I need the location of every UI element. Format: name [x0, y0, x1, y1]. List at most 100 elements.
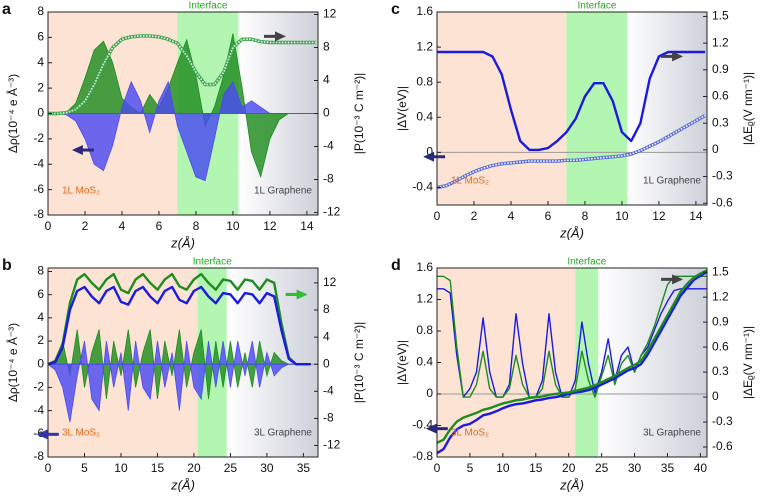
x-tick-label: 30: [260, 461, 274, 475]
x-tick-label: 10: [114, 461, 128, 475]
area: [48, 340, 311, 423]
y2-tick-label: -0.6: [712, 195, 733, 209]
arrow-head: [423, 151, 435, 162]
x-axis-label: z(Å): [559, 477, 584, 492]
y2-tick-label: 0: [323, 106, 330, 120]
region: [437, 12, 567, 205]
y-axis-label: |ΔV(eV)|: [395, 86, 409, 131]
region-label: Interface: [578, 1, 617, 12]
y2-tick-label: 8: [323, 40, 330, 54]
plot: [437, 12, 707, 205]
y2-axis-label: |ΔEᵨ(V nm⁻¹)|: [741, 72, 755, 145]
y2-tick-label: 0.6: [712, 89, 729, 103]
plot: [48, 268, 318, 457]
line: [437, 269, 707, 444]
x-tick-label: 14: [300, 219, 314, 233]
x-tick-label: 25: [224, 461, 238, 475]
x-tick-label: 14: [689, 209, 703, 223]
y2-tick-label: 0: [323, 356, 330, 370]
region-label: 1L Graphene: [254, 186, 312, 197]
y2-tick-label: 1.5: [712, 9, 729, 23]
arrow-head: [275, 31, 286, 42]
y-tick-label: 0.4: [416, 355, 433, 369]
y2-tick-label: -8: [323, 411, 334, 425]
y-tick-label: 4: [37, 310, 44, 324]
y2-tick-label: 4: [323, 73, 330, 87]
y2-tick-label: 0.9: [712, 314, 729, 328]
y2-tick-label: 0: [712, 142, 719, 156]
y2-tick-label: -0.3: [712, 169, 733, 183]
x-tick-label: 2: [471, 209, 478, 223]
region-label: 1L MoS₂: [451, 176, 489, 187]
arrow-head: [672, 274, 684, 285]
y2-tick-label: 8: [323, 302, 330, 316]
x-tick-label: 40: [694, 461, 708, 475]
y-tick-label: -2: [33, 380, 44, 394]
region-label: 3L Graphene: [643, 428, 701, 439]
line-dots: [437, 114, 706, 189]
y2-axis-label: |P(10⁻³ C m⁻²)|: [352, 322, 366, 404]
x-tick-label: 10: [615, 209, 629, 223]
x-tick-label: 2: [82, 219, 89, 233]
y2-tick-label: 0.6: [712, 339, 729, 353]
y2-tick-label: -8: [323, 172, 334, 186]
region: [598, 268, 707, 457]
y-axis-label: Δρ(10⁻⁴ e Å⁻³): [5, 74, 20, 153]
y-tick-label: -6: [33, 426, 44, 440]
region-label: 3L MoS₂: [62, 428, 100, 439]
y-axis-label: |ΔV(eV)|: [395, 340, 409, 385]
x-tick-label: 0: [434, 461, 441, 475]
arrow-head: [672, 51, 684, 62]
region-label: Interface: [193, 257, 232, 268]
line: [437, 288, 707, 398]
y-tick-label: 0.8: [416, 74, 433, 88]
panel-label: d: [391, 257, 401, 274]
y2-tick-label: 0: [712, 389, 719, 403]
region-label: 3L MoS₂: [451, 428, 489, 439]
plot: [48, 12, 318, 215]
x-tick-label: 12: [263, 219, 277, 233]
area: [48, 329, 311, 400]
x-tick-label: 8: [582, 209, 589, 223]
y2-tick-label: 4: [323, 329, 330, 343]
y-tick-label: -6: [33, 182, 44, 196]
y2-axis-label: |ΔEᵨ(V nm⁻¹)|: [741, 326, 755, 399]
y2-tick-label: 12: [323, 7, 337, 21]
x-tick-label: 0: [434, 209, 441, 223]
y2-tick-label: 0.3: [712, 115, 729, 129]
y2-tick-label: -4: [323, 383, 334, 397]
line: [48, 272, 311, 366]
y-tick-label: 8: [37, 264, 44, 278]
x-tick-label: 8: [193, 219, 200, 233]
x-tick-label: 10: [496, 461, 510, 475]
line: [48, 285, 311, 366]
x-tick-label: 10: [226, 219, 240, 233]
y-tick-label: 0: [426, 386, 433, 400]
x-tick-label: 25: [595, 461, 609, 475]
panel-label: a: [2, 1, 11, 18]
y2-tick-label: -0.6: [712, 439, 733, 453]
line: [437, 50, 706, 152]
x-tick-label: 30: [628, 461, 642, 475]
y-tick-label: -4: [33, 156, 44, 170]
y-tick-label: 4: [37, 55, 44, 69]
frame: [47, 267, 319, 458]
y2-tick-label: 1.2: [712, 35, 729, 49]
x-tick-label: 4: [508, 209, 515, 223]
y-tick-label: 0: [37, 106, 44, 120]
y-tick-label: 6: [37, 30, 44, 44]
y2-tick-label: 12: [323, 275, 337, 289]
arrow-head: [296, 289, 308, 300]
y-tick-label: 0.8: [416, 323, 433, 337]
x-tick-label: 20: [562, 461, 576, 475]
region: [566, 12, 628, 205]
y-axis-label: Δρ(10⁻⁴ e Å⁻³): [5, 323, 20, 402]
y2-axis-label: |P(10⁻³ C m⁻²)|: [352, 73, 366, 155]
x-tick-label: 0: [45, 461, 52, 475]
y2-tick-label: -12: [323, 438, 341, 452]
y2-tick-label: 0.9: [712, 62, 729, 76]
x-tick-label: 6: [156, 219, 163, 233]
panel-label: c: [391, 1, 400, 18]
x-tick-label: 15: [529, 461, 543, 475]
x-tick-label: 6: [545, 209, 552, 223]
